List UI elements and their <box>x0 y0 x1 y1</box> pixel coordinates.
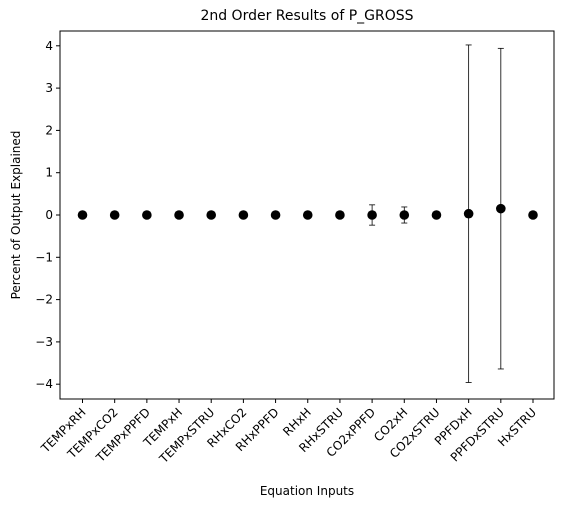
data-points <box>77 203 538 220</box>
y-tick-label: −4 <box>35 377 53 391</box>
data-point <box>528 210 538 220</box>
y-axis-title: Percent of Output Explained <box>9 131 23 300</box>
x-axis-title: Equation Inputs <box>260 484 354 498</box>
data-point <box>431 210 442 220</box>
data-point <box>399 210 410 220</box>
y-tick-label: −1 <box>35 250 53 264</box>
data-point <box>463 208 474 219</box>
y-tick-label: 3 <box>45 81 53 95</box>
y-tick-label: −2 <box>35 293 53 307</box>
x-axis: TEMPxRHTEMPxCO2TEMPxPPFDTEMPxHTEMPxSTRUR… <box>38 399 539 467</box>
data-point <box>335 210 345 220</box>
y-tick-label: −3 <box>35 335 53 349</box>
data-point <box>142 210 152 220</box>
data-point <box>270 210 281 220</box>
chart-title: 2nd Order Results of P_GROSS <box>200 8 413 24</box>
y-axis: −4 −3 −2 −1 0 1 2 3 4 <box>35 39 60 391</box>
data-point <box>206 210 217 220</box>
data-point <box>174 210 184 220</box>
y-tick-label: 4 <box>45 39 53 53</box>
data-point <box>302 210 313 220</box>
data-point <box>77 210 88 220</box>
y-tick-label: 1 <box>45 166 53 180</box>
data-point <box>367 210 377 220</box>
data-point <box>238 210 249 220</box>
y-tick-label: 2 <box>45 123 53 137</box>
y-tick-label: 0 <box>45 208 53 222</box>
data-point <box>109 210 120 220</box>
data-point <box>496 203 506 214</box>
